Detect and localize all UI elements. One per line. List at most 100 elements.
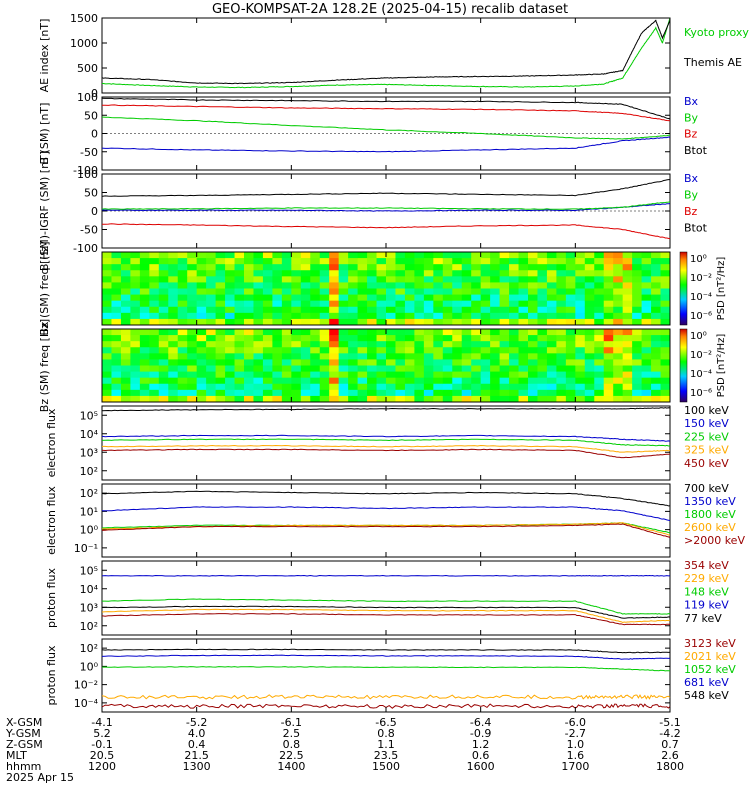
spectrogram-cell xyxy=(499,258,510,265)
y-tick-label: -100 xyxy=(73,164,98,177)
y-tick-label: 10¹ xyxy=(80,505,98,518)
spectrogram-cell xyxy=(281,347,292,354)
spectrogram-cell xyxy=(442,306,453,314)
spectrogram-cell xyxy=(196,282,207,289)
spectrogram-cell xyxy=(414,252,425,259)
spectrogram-cell xyxy=(168,294,179,302)
spectrogram-cell xyxy=(471,383,482,391)
spectrogram-cell xyxy=(234,389,245,397)
spectrogram-cell xyxy=(300,276,311,283)
spectrogram-cell xyxy=(111,347,122,354)
spectrogram-cell xyxy=(660,282,671,289)
spectrogram-cell xyxy=(651,383,662,391)
spectrogram-cell xyxy=(594,252,605,259)
spectrogram-cell xyxy=(565,371,576,379)
spectrogram-cell xyxy=(404,389,415,397)
spectrogram-cell xyxy=(603,294,614,302)
spectrogram-cell xyxy=(499,252,510,259)
spectrogram-cell xyxy=(272,383,283,391)
series-line-148-kev xyxy=(102,598,671,615)
spectrogram-cell xyxy=(244,329,254,336)
spectrogram-cell xyxy=(442,276,453,283)
spectrogram-cell xyxy=(509,347,520,354)
spectrogram-cell xyxy=(442,282,453,289)
spectrogram-cell xyxy=(528,359,538,366)
spectrogram-cell xyxy=(310,270,321,277)
colorbar-tick-label: 10⁰ xyxy=(690,254,707,265)
spectrogram-cell xyxy=(575,365,586,373)
spectrogram-cell xyxy=(423,371,434,379)
spectrogram-cell xyxy=(594,371,605,379)
spectrogram-cell xyxy=(329,365,340,373)
spectrogram-cell xyxy=(660,276,671,283)
spectrogram-cell xyxy=(480,353,491,360)
spectrogram-cell xyxy=(632,288,643,296)
spectrogram-cell xyxy=(262,395,273,403)
spectrogram-cell xyxy=(102,252,112,259)
spectrogram-cell xyxy=(329,258,340,265)
spectrogram-cell xyxy=(149,288,160,296)
spectrogram-cell xyxy=(149,282,160,289)
spectrogram-cell xyxy=(215,395,226,403)
spectrogram-cell xyxy=(565,365,576,373)
spectrogram-cell xyxy=(376,341,387,348)
spectrogram-cell xyxy=(641,341,652,348)
spectrogram-cell xyxy=(262,306,273,314)
spectrogram-cell xyxy=(139,365,150,373)
spectrogram-cell xyxy=(158,377,169,385)
spectrogram-cell xyxy=(575,270,586,277)
spectrogram-cell xyxy=(442,377,453,385)
spectrogram-cell xyxy=(367,353,378,360)
spectrogram-cell xyxy=(300,306,311,314)
spectrogram-cell xyxy=(565,306,576,314)
spectrogram-cell xyxy=(423,365,434,373)
spectrogram-cell xyxy=(499,288,510,296)
spectrogram-cell xyxy=(632,389,643,397)
spectrogram-cell xyxy=(537,264,548,271)
series-line-by xyxy=(101,201,671,210)
y-tick-label: 500 xyxy=(77,62,98,75)
spectrogram-cell xyxy=(338,365,349,373)
spectrogram-cell xyxy=(262,329,273,336)
legend-entry: Btot xyxy=(684,144,708,157)
spectrogram-cell xyxy=(546,395,557,403)
spectrogram-cell xyxy=(433,359,444,366)
spectrogram-cell xyxy=(499,341,510,348)
spectrogram-cell xyxy=(584,365,595,373)
spectrogram-cell xyxy=(452,288,463,296)
spectrogram-cell xyxy=(386,335,396,342)
spectrogram-cell xyxy=(471,318,482,326)
spectrogram-cell xyxy=(158,318,169,326)
spectrogram-cell xyxy=(253,276,264,283)
y-axis-label: AE index [nT] xyxy=(38,19,51,93)
spectrogram-cell xyxy=(632,252,643,259)
spectrogram-cell xyxy=(225,306,236,314)
spectrogram-cell xyxy=(584,270,595,277)
spectrogram-cell xyxy=(603,371,614,379)
spectrogram-cell xyxy=(139,389,150,397)
spectrogram-cell xyxy=(499,300,510,308)
spectrogram-cell xyxy=(215,377,226,385)
spectrogram-cell xyxy=(234,258,245,265)
spectrogram-cell xyxy=(234,335,245,342)
spectrogram-cell xyxy=(404,347,415,354)
spectrogram-cell xyxy=(376,300,387,308)
ephemeris-value: 1200 xyxy=(88,760,116,773)
spectrogram-cell xyxy=(348,359,359,366)
spectrogram-cell xyxy=(575,353,586,360)
spectrogram-cell xyxy=(442,335,453,342)
spectrogram-cell xyxy=(376,389,387,397)
spectrogram-cell xyxy=(234,383,245,391)
spectrogram-cell xyxy=(622,335,633,342)
spectrogram-cell xyxy=(310,365,321,373)
spectrogram-cell xyxy=(225,282,236,289)
spectrogram-cell xyxy=(442,371,453,379)
spectrogram-cell xyxy=(622,288,633,296)
series-line-225-kev xyxy=(101,438,671,447)
spectrogram-cell xyxy=(433,258,444,265)
spectrogram-cell xyxy=(206,383,217,391)
spectrogram-cell xyxy=(594,395,605,403)
spectrogram-cell xyxy=(641,300,652,308)
